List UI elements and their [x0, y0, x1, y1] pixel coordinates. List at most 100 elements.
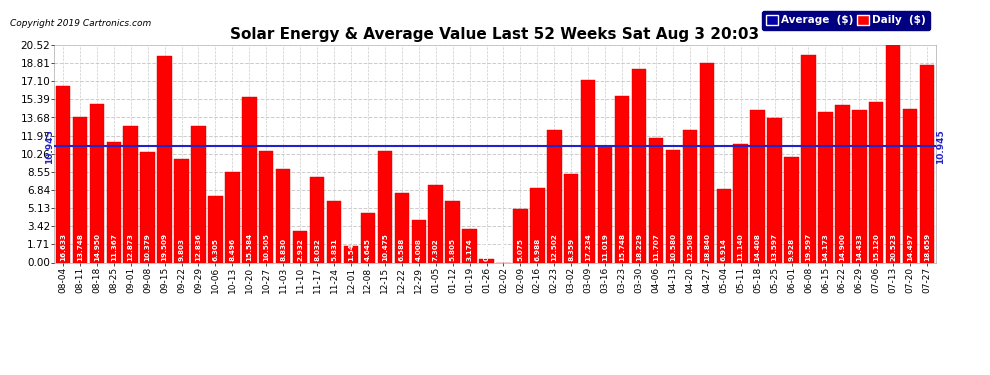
- Text: 16.633: 16.633: [60, 233, 66, 261]
- Text: 11.019: 11.019: [602, 233, 608, 261]
- Text: 12.502: 12.502: [551, 233, 557, 261]
- Text: 10.580: 10.580: [670, 233, 676, 261]
- Bar: [665, 150, 680, 262]
- Text: 2.932: 2.932: [297, 238, 303, 261]
- Bar: [243, 98, 256, 262]
- Text: 15.584: 15.584: [247, 233, 252, 261]
- Text: 4.645: 4.645: [365, 238, 371, 261]
- Bar: [903, 109, 918, 262]
- Title: Solar Energy & Average Value Last 52 Weeks Sat Aug 3 20:03: Solar Energy & Average Value Last 52 Wee…: [231, 27, 759, 42]
- Text: 8.359: 8.359: [568, 238, 574, 261]
- Text: 13.597: 13.597: [771, 233, 777, 261]
- Text: 6.588: 6.588: [399, 238, 405, 261]
- Bar: [225, 172, 240, 262]
- Text: 0.000: 0.000: [501, 238, 507, 261]
- Text: 18.229: 18.229: [636, 233, 643, 261]
- Text: 14.408: 14.408: [754, 233, 760, 261]
- Bar: [124, 126, 138, 262]
- Text: 8.830: 8.830: [280, 238, 286, 261]
- Text: 10.379: 10.379: [145, 233, 150, 261]
- Bar: [767, 118, 782, 262]
- Bar: [360, 213, 375, 262]
- Text: 6.988: 6.988: [535, 238, 541, 261]
- Text: 10.945: 10.945: [937, 129, 945, 164]
- Bar: [581, 80, 595, 262]
- Text: 5.805: 5.805: [449, 238, 455, 261]
- Text: 9.803: 9.803: [178, 238, 184, 261]
- Bar: [700, 63, 714, 262]
- Bar: [446, 201, 459, 262]
- Bar: [72, 117, 87, 262]
- Bar: [869, 102, 883, 262]
- Bar: [395, 193, 409, 262]
- Text: 8.496: 8.496: [230, 238, 236, 261]
- Bar: [648, 138, 663, 262]
- Text: 11.140: 11.140: [738, 233, 743, 261]
- Bar: [531, 188, 544, 262]
- Bar: [429, 185, 443, 262]
- Bar: [920, 65, 935, 262]
- Text: 14.950: 14.950: [94, 233, 100, 261]
- Text: 8.032: 8.032: [314, 238, 320, 261]
- Bar: [208, 196, 223, 262]
- Bar: [632, 69, 646, 262]
- Text: 5.831: 5.831: [331, 238, 337, 261]
- Bar: [836, 105, 849, 262]
- Text: 14.173: 14.173: [823, 233, 829, 261]
- Bar: [750, 110, 765, 262]
- Text: 19.597: 19.597: [806, 233, 812, 261]
- Bar: [717, 189, 731, 262]
- Text: 18.659: 18.659: [924, 232, 930, 261]
- Text: 1.543: 1.543: [347, 238, 354, 261]
- Bar: [547, 130, 561, 262]
- Bar: [191, 126, 206, 262]
- Text: 7.302: 7.302: [433, 238, 439, 261]
- Text: 14.900: 14.900: [840, 233, 845, 261]
- Bar: [293, 231, 307, 262]
- Bar: [90, 104, 104, 262]
- Text: 0.332: 0.332: [483, 238, 489, 261]
- Text: 4.008: 4.008: [416, 238, 422, 261]
- Text: 6.305: 6.305: [213, 238, 219, 261]
- Bar: [598, 146, 613, 262]
- Text: 12.836: 12.836: [195, 233, 202, 261]
- Bar: [513, 209, 528, 262]
- Text: 6.914: 6.914: [721, 238, 727, 261]
- Text: 17.234: 17.234: [585, 233, 591, 261]
- Text: 3.174: 3.174: [466, 238, 472, 261]
- Bar: [344, 246, 358, 262]
- Text: 10.505: 10.505: [263, 233, 269, 261]
- Text: 18.840: 18.840: [704, 233, 710, 261]
- Text: 11.707: 11.707: [653, 233, 659, 261]
- Bar: [141, 153, 154, 262]
- Text: 14.497: 14.497: [907, 233, 913, 261]
- Bar: [412, 220, 426, 262]
- Text: 20.523: 20.523: [890, 233, 896, 261]
- Bar: [886, 45, 900, 262]
- Bar: [310, 177, 325, 262]
- Bar: [327, 201, 342, 262]
- Text: 11.367: 11.367: [111, 233, 117, 261]
- Bar: [818, 112, 833, 262]
- Bar: [462, 229, 477, 262]
- Legend: Average  ($), Daily  ($): Average ($), Daily ($): [761, 11, 931, 30]
- Text: 5.075: 5.075: [518, 238, 524, 261]
- Bar: [615, 96, 630, 262]
- Bar: [107, 142, 121, 262]
- Text: 19.509: 19.509: [161, 233, 167, 261]
- Bar: [157, 56, 172, 262]
- Text: 12.873: 12.873: [128, 233, 134, 261]
- Bar: [784, 157, 799, 262]
- Text: 14.433: 14.433: [856, 233, 862, 261]
- Bar: [683, 130, 697, 262]
- Bar: [852, 110, 866, 262]
- Bar: [174, 159, 189, 262]
- Text: 15.748: 15.748: [619, 233, 625, 261]
- Text: 12.508: 12.508: [687, 233, 693, 261]
- Text: 15.120: 15.120: [873, 233, 879, 261]
- Text: 10.475: 10.475: [382, 233, 388, 261]
- Bar: [564, 174, 578, 262]
- Bar: [734, 144, 747, 262]
- Bar: [276, 169, 290, 262]
- Text: Copyright 2019 Cartronics.com: Copyright 2019 Cartronics.com: [10, 19, 151, 28]
